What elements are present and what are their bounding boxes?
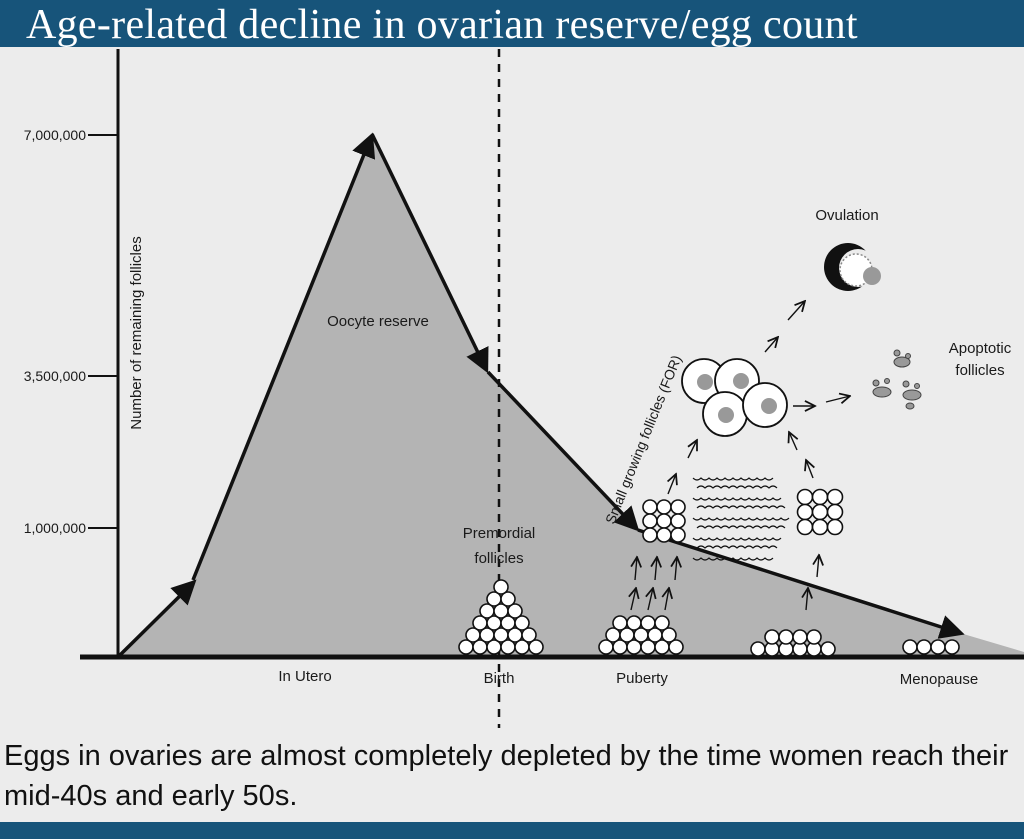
caption-text: Eggs in ovaries are almost completely de… <box>4 740 1009 812</box>
x-label-in-utero: In Utero <box>278 668 331 685</box>
recruitment-arrows <box>631 301 850 611</box>
apoptotic-label-line1: Apoptotic <box>949 340 1012 357</box>
y-tick-label-7m: 7,000,000 <box>24 127 86 143</box>
wavy-line <box>696 485 778 489</box>
follicle <box>811 503 829 521</box>
follicle <box>764 629 780 645</box>
wavy-line <box>692 557 774 561</box>
x-label-birth: Birth <box>484 670 515 687</box>
follicle <box>528 639 544 655</box>
ovulation-icon <box>824 243 881 291</box>
follicle <box>654 615 670 631</box>
apoptotic-follicles-icon <box>872 349 922 410</box>
follicle <box>656 499 672 515</box>
follicle <box>670 499 686 515</box>
follicle <box>820 641 836 657</box>
growing-follicle-cluster-left <box>642 499 686 543</box>
puberty-follicle-pile <box>598 615 684 655</box>
follicle <box>640 615 656 631</box>
follicle <box>916 639 932 655</box>
follicle <box>778 629 794 645</box>
follicle <box>902 639 918 655</box>
follicle <box>796 503 814 521</box>
ovulation-label: Ovulation <box>815 207 878 224</box>
follicle <box>826 488 844 506</box>
wavy-line <box>696 505 786 509</box>
follicle <box>500 591 516 607</box>
x-label-puberty: Puberty <box>616 670 668 687</box>
follicle <box>930 639 946 655</box>
menopause-follicle-row <box>902 639 960 655</box>
follicle <box>656 513 672 529</box>
follicle <box>656 527 672 543</box>
follicle <box>507 603 523 619</box>
wavy-line <box>692 537 782 541</box>
follicle <box>811 488 829 506</box>
wavy-line <box>696 525 786 529</box>
follicle <box>642 513 658 529</box>
footer-banner <box>0 822 1024 839</box>
atretic-wavy-lines <box>692 477 790 561</box>
follicle <box>661 627 677 643</box>
follicle <box>826 518 844 536</box>
oocyte-reserve-area <box>118 134 1024 657</box>
title-banner: Age-related decline in ovarian reserve/e… <box>0 0 1024 48</box>
x-label-menopause: Menopause <box>900 671 978 688</box>
follicle <box>668 639 684 655</box>
premordial-label-line2: follicles <box>474 550 523 567</box>
follicle <box>944 639 960 655</box>
antral-follicles <box>681 358 788 437</box>
follicle <box>826 503 844 521</box>
premordial-label-line1: Premordial <box>463 525 536 542</box>
follicle <box>626 615 642 631</box>
y-axis-label: Number of remaining follicles <box>128 236 145 429</box>
follicle <box>493 579 509 595</box>
wavy-line <box>692 517 790 521</box>
birth-follicle-pile <box>458 579 544 655</box>
y-tick-label-1m: 1,000,000 <box>24 520 86 536</box>
follicle <box>670 527 686 543</box>
growing-follicle-cluster-right <box>796 488 844 536</box>
small-growing-follicles-label: Small growing follicles (FOR) <box>602 353 684 526</box>
follicle <box>642 527 658 543</box>
follicle <box>521 627 537 643</box>
follicle <box>642 499 658 515</box>
page-title: Age-related decline in ovarian reserve/e… <box>26 2 858 48</box>
wavy-line <box>692 477 774 481</box>
wavy-line <box>696 545 778 549</box>
apoptotic-label-line2: follicles <box>955 362 1004 379</box>
follicle <box>796 518 814 536</box>
follicle <box>806 629 822 645</box>
wavy-line <box>692 497 782 501</box>
follicle <box>670 513 686 529</box>
oocyte-reserve-label: Oocyte reserve <box>327 313 429 330</box>
follicle <box>514 615 530 631</box>
follicle <box>612 615 628 631</box>
follicle <box>796 488 814 506</box>
follicle <box>811 518 829 536</box>
y-tick-label-3-5m: 3,500,000 <box>24 368 86 384</box>
mid-follicle-pile <box>750 629 836 657</box>
follicle <box>750 641 766 657</box>
decline-curve <box>116 132 965 659</box>
follicle <box>792 629 808 645</box>
